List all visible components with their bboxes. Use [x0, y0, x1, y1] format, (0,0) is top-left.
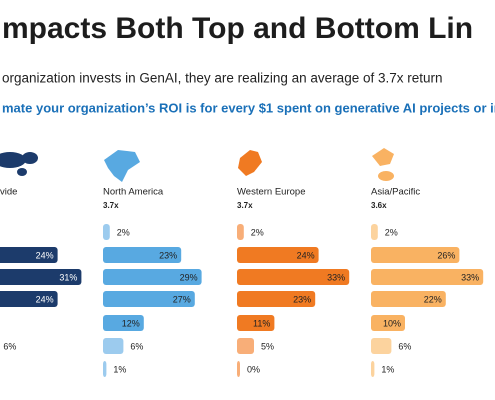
panel-roi: 3.7x	[103, 201, 119, 210]
map-icon	[372, 148, 394, 181]
value-label: 6%	[130, 341, 143, 351]
bar	[237, 315, 275, 331]
panel-roi: 3.6x	[371, 201, 387, 210]
value-label: 2%	[251, 227, 264, 237]
value-label: 12%	[122, 318, 140, 328]
value-label: 1%	[381, 364, 394, 374]
value-label: 2%	[117, 227, 130, 237]
bar	[237, 361, 240, 377]
panel-title: Asia/Pacific	[371, 187, 420, 198]
value-label: 22%	[424, 294, 442, 304]
value-label: 29%	[180, 272, 198, 282]
question: mate your organization’s ROI is for ever…	[2, 100, 495, 115]
map-icon	[0, 152, 38, 176]
bar	[371, 247, 460, 263]
bar	[237, 247, 319, 263]
panel-roi: 3.7x	[237, 201, 253, 210]
value-label: 33%	[461, 272, 479, 282]
bar	[371, 224, 378, 240]
value-label: 24%	[297, 250, 315, 260]
bar	[371, 338, 392, 354]
bar	[103, 291, 195, 307]
value-label: 10%	[383, 318, 401, 328]
bar	[0, 269, 82, 285]
bar	[103, 247, 182, 263]
map-icon	[104, 150, 140, 182]
bar	[371, 269, 484, 285]
panel-title: North America	[103, 187, 164, 198]
value-label: 5%	[261, 341, 274, 351]
bar	[237, 224, 244, 240]
value-label: 6%	[3, 341, 16, 351]
bar	[103, 315, 144, 331]
bar	[371, 291, 446, 307]
value-label: 1%	[113, 364, 126, 374]
value-label: 2%	[385, 227, 398, 237]
value-label: 24%	[36, 294, 54, 304]
panel-title: Western Europe	[237, 187, 305, 198]
title: mpacts Both Top and Bottom Lin	[2, 12, 473, 45]
bar	[103, 224, 110, 240]
subtitle: organization invests in GenAI, they are …	[2, 71, 443, 86]
value-label: 31%	[59, 272, 77, 282]
value-label: 0%	[247, 364, 260, 374]
bar	[103, 338, 124, 354]
value-label: 23%	[159, 250, 177, 260]
value-label: 23%	[293, 294, 311, 304]
value-label: 6%	[398, 341, 411, 351]
value-label: 26%	[437, 250, 455, 260]
bar	[103, 361, 107, 377]
bar	[371, 315, 405, 331]
bar	[0, 291, 58, 307]
panel-title: vide	[0, 187, 17, 198]
value-label: 27%	[173, 294, 191, 304]
bar	[237, 338, 254, 354]
value-label: 24%	[36, 250, 54, 260]
value-label: 11%	[253, 318, 270, 328]
value-label: 33%	[327, 272, 345, 282]
bar	[0, 247, 58, 263]
bar	[237, 269, 350, 285]
map-icon	[238, 150, 262, 176]
bar	[237, 291, 316, 307]
bar	[103, 269, 202, 285]
bar	[371, 361, 375, 377]
